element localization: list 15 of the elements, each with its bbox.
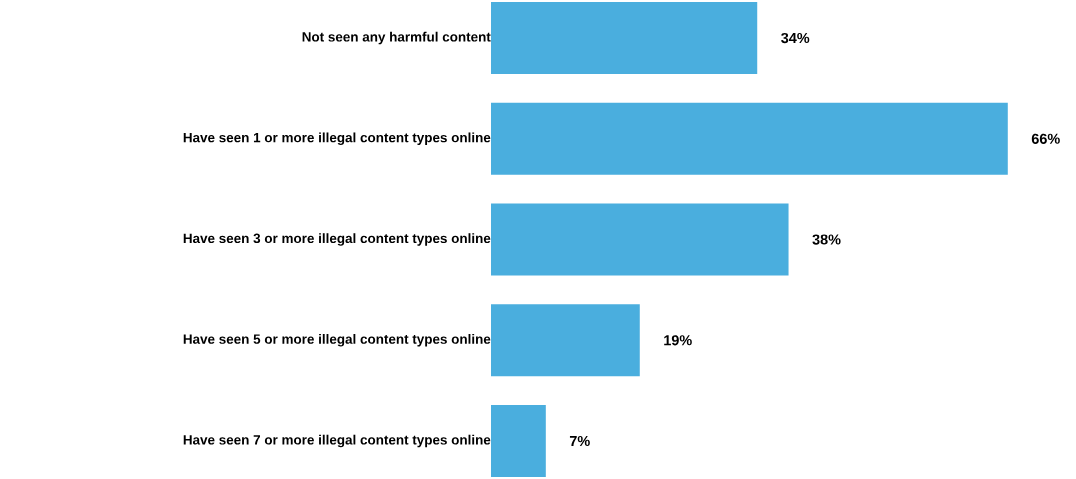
bar (491, 2, 758, 75)
bar (491, 203, 789, 276)
data-label: 19% (664, 335, 692, 346)
y-tick-label: Have seen 3 or more illegal content types online (183, 233, 491, 246)
data-label: 7% (569, 435, 590, 447)
bar (491, 304, 640, 377)
y-tick-label: Have seen 7 or more illegal content types online (183, 434, 491, 448)
data-label: 38% (812, 234, 841, 245)
data-label: 66% (1031, 133, 1060, 144)
bar (491, 102, 1008, 175)
data-label: 34% (781, 32, 810, 44)
y-tick-label: Not seen any harmful content (302, 31, 491, 45)
y-tick-label: Have seen 5 or more illegal content types online (183, 333, 491, 347)
bar (491, 405, 546, 478)
y-tick-label: Have seen 1 or more illegal content types online (183, 132, 491, 146)
